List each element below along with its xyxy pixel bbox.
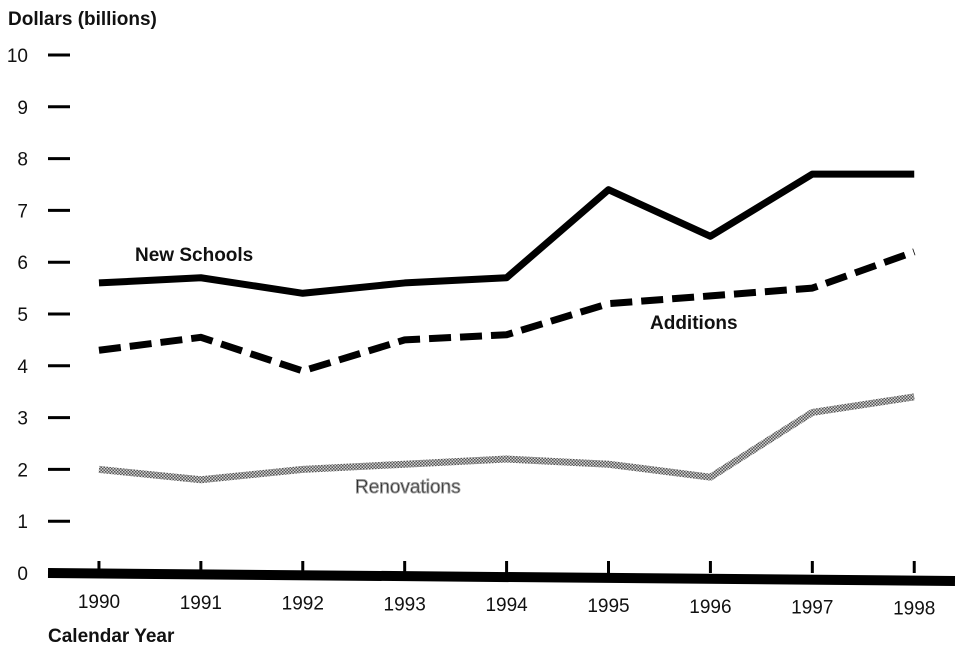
x-axis-title: Calendar Year — [48, 626, 175, 647]
x-tick-label: 1990 — [78, 592, 120, 613]
x-tick-label: 1994 — [485, 595, 528, 616]
series-label: Additions — [650, 313, 738, 334]
y-tick-label: 8 — [17, 150, 28, 171]
y-tick-label: 2 — [17, 460, 28, 481]
series-label: Renovations — [355, 477, 461, 498]
y-tick-label: 7 — [17, 201, 28, 222]
series-line — [98, 248, 916, 375]
y-tick-label: 5 — [17, 305, 28, 326]
x-tick-label: 1995 — [587, 596, 629, 617]
x-axis — [47, 568, 956, 586]
series-label: New Schools — [135, 245, 253, 266]
x-tick-label: 1996 — [689, 597, 731, 618]
series-line — [98, 393, 915, 484]
x-tick-label: 1998 — [893, 598, 935, 619]
y-tick-label: 1 — [17, 512, 28, 533]
x-tick-label: 1993 — [384, 594, 426, 615]
series-line — [98, 170, 915, 297]
y-tick-label: 10 — [7, 46, 28, 67]
x-tick-label: 1997 — [791, 598, 833, 619]
x-tick-label: 1991 — [180, 593, 222, 614]
y-axis-title: Dollars (billions) — [8, 9, 157, 30]
y-tick-label: 9 — [17, 98, 28, 119]
y-tick-label: 3 — [17, 409, 28, 430]
y-tick-label: 6 — [17, 253, 28, 274]
y-tick-label: 0 — [17, 564, 28, 585]
x-tick-label: 1992 — [282, 594, 324, 615]
y-tick-label: 4 — [17, 357, 28, 378]
